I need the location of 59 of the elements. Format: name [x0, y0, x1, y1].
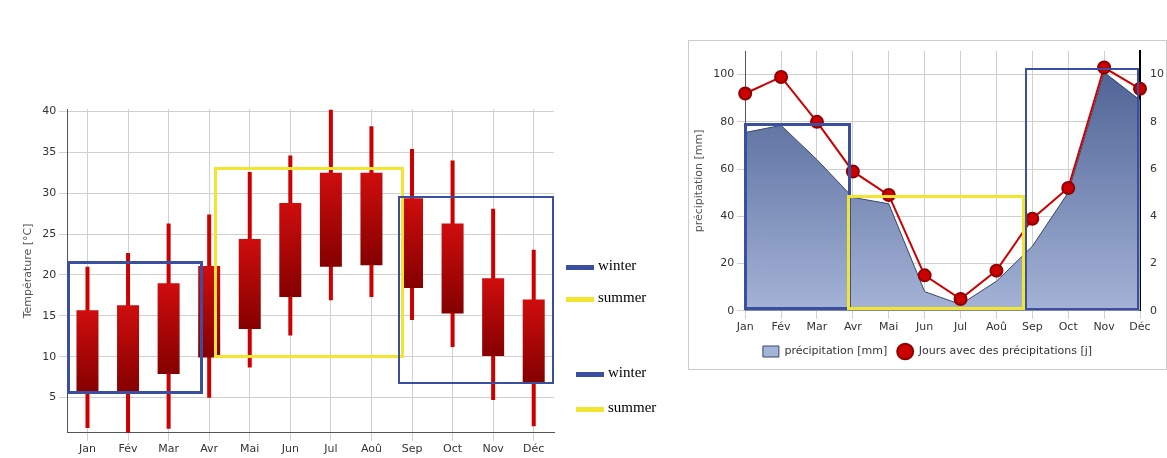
x-tick-label: Jul [952, 320, 968, 334]
x-tick-label: Jun [915, 320, 934, 334]
x-tick-label: Jul [323, 442, 338, 456]
y2-tick-label: 0 [1150, 303, 1157, 317]
x-tick-label: Sep [1021, 320, 1043, 334]
text: winter [598, 257, 637, 274]
x-tick-label: Avr [843, 320, 863, 334]
y2-tick-label: 2 [1150, 256, 1157, 270]
y2-tick-label: 10 [1150, 67, 1164, 81]
y2-tick-label: 8 [1150, 114, 1157, 128]
point [989, 263, 1004, 278]
x-tick-label: Mai [240, 442, 260, 456]
x-tick-label: Jun [280, 442, 299, 456]
y2-tick-label: 4 [1150, 209, 1157, 223]
point [953, 291, 968, 306]
point [1061, 180, 1076, 195]
x-tick-label: Mai [879, 320, 899, 334]
y-tick-label: 30 [42, 186, 57, 200]
y-tick-label: 100 [713, 67, 735, 81]
y-tick-label: 5 [49, 390, 57, 404]
text: summer [608, 399, 657, 416]
x-tick-label: Fév [771, 320, 792, 334]
x-tick-label: Mar [158, 442, 180, 456]
x-tick-label: Jan [78, 442, 96, 456]
text: winter [608, 364, 647, 381]
x-tick-label: Oct [1058, 320, 1079, 334]
x-tick-label: Déc [523, 442, 545, 456]
x-tick-label: Mar [806, 320, 828, 334]
y-tick-label: 10 [42, 349, 57, 363]
y-tick-label: 0 [727, 303, 735, 317]
legend-label: précipitation [mm] [784, 344, 888, 358]
x-tick-label: Nov [1093, 320, 1116, 334]
y-tick-label: 60 [720, 161, 735, 175]
y-tick-label: 40 [42, 104, 57, 118]
x-tick-label: Déc [1129, 320, 1151, 334]
point [774, 69, 789, 84]
x-tick-label: Sep [401, 442, 423, 456]
y-tick-label: 20 [720, 256, 735, 270]
y-tick-label: 20 [42, 267, 57, 281]
y-axis-title: Température [°C] [21, 223, 35, 320]
legend-label: Jours avec des précipitations [j] [917, 344, 1093, 358]
y-tick-label: 15 [42, 308, 57, 322]
x-tick-label: Jan [735, 320, 754, 334]
y-tick-label: 40 [720, 209, 735, 223]
y-tick-label: 35 [42, 145, 57, 159]
y-tick-label: 80 [720, 114, 735, 128]
y-tick-label: 25 [42, 226, 57, 240]
point [738, 86, 753, 101]
x-tick-label: Avr [200, 442, 219, 456]
point [917, 268, 932, 283]
text: summer [598, 289, 647, 306]
point [1025, 211, 1040, 226]
x-tick-label: Aoû [985, 320, 1007, 334]
y2-tick-label: 6 [1150, 161, 1157, 175]
y-axis-title: précipitation [mm] [692, 129, 706, 233]
x-tick-label: Fév [118, 442, 139, 456]
x-tick-label: Aoû [360, 442, 382, 456]
x-tick-label: Oct [443, 442, 463, 456]
x-tick-label: Nov [482, 442, 505, 456]
